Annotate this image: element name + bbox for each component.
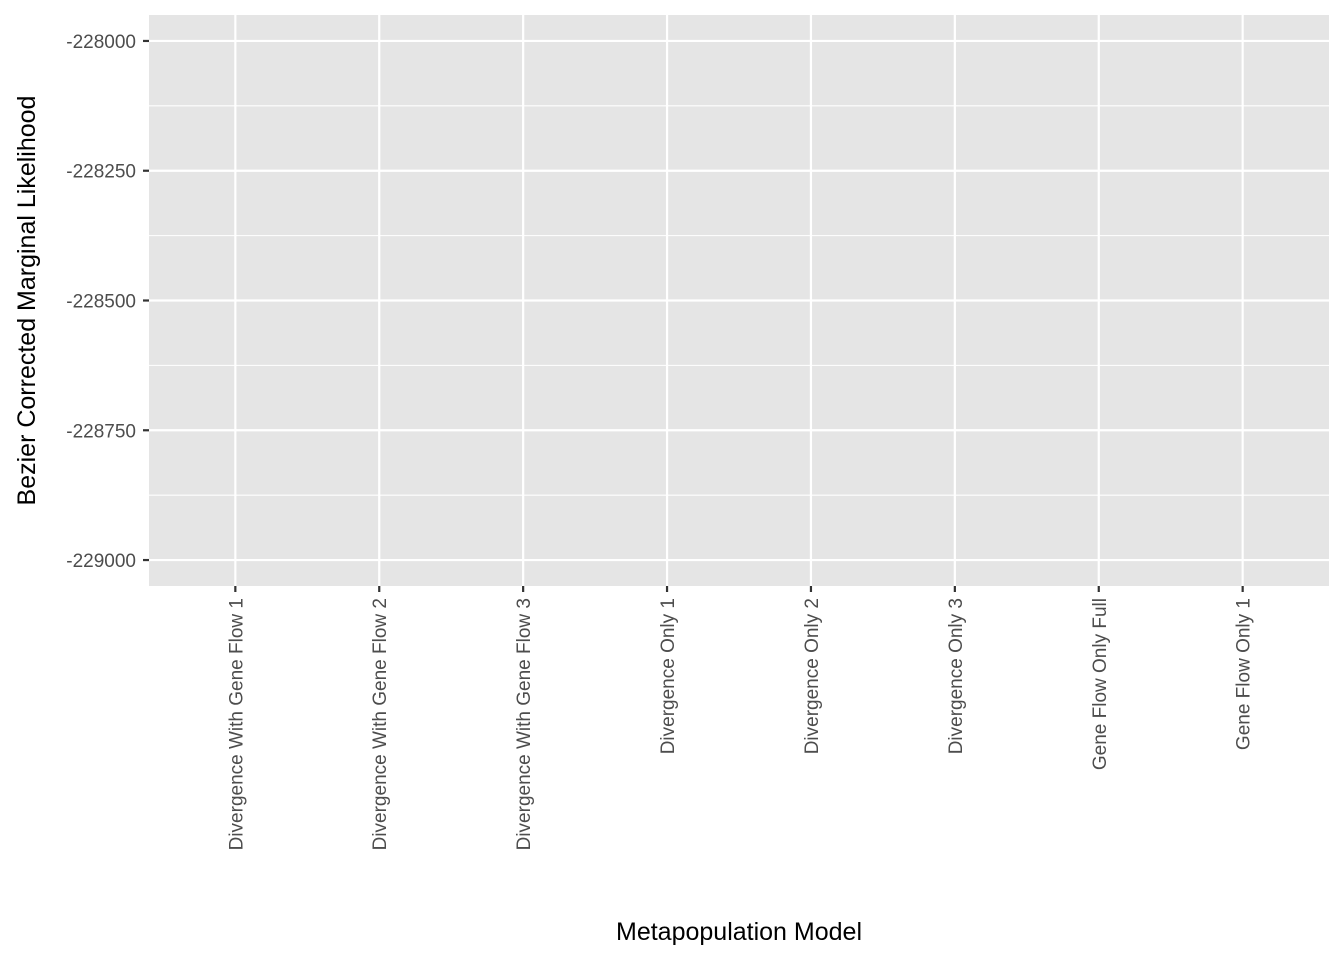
x-tick-label: Gene Flow Only Full (1090, 598, 1111, 770)
y-tick-label: -228000 (66, 32, 136, 53)
minor-gridlines (149, 105, 1329, 496)
x-tick-label: Divergence Only 2 (802, 598, 823, 754)
x-axis: Divergence With Gene Flow 1 Divergence Wi… (226, 586, 1255, 850)
major-gridlines (149, 15, 1329, 586)
x-tick-label: Divergence With Gene Flow 3 (514, 598, 535, 850)
x-tick-label: Divergence Only 3 (946, 598, 967, 754)
y-axis: -228000 -228250 -228500 -228750 -229000 (66, 32, 149, 572)
x-tick-label: Divergence Only 1 (658, 598, 679, 754)
x-tick-label: Divergence With Gene Flow 1 (226, 598, 247, 850)
x-tick-label: Divergence With Gene Flow 2 (370, 598, 391, 850)
y-tick-label: -228750 (66, 421, 136, 442)
x-tick-label: Gene Flow Only 1 (1234, 598, 1255, 750)
y-axis-title: Bezier Corrected Marginal Likelihood (13, 96, 41, 506)
y-tick-label: -229000 (66, 551, 136, 572)
y-tick-label: -228250 (66, 162, 136, 183)
y-tick-label: -228500 (66, 292, 136, 313)
x-axis-title: Metapopulation Model (616, 918, 862, 946)
